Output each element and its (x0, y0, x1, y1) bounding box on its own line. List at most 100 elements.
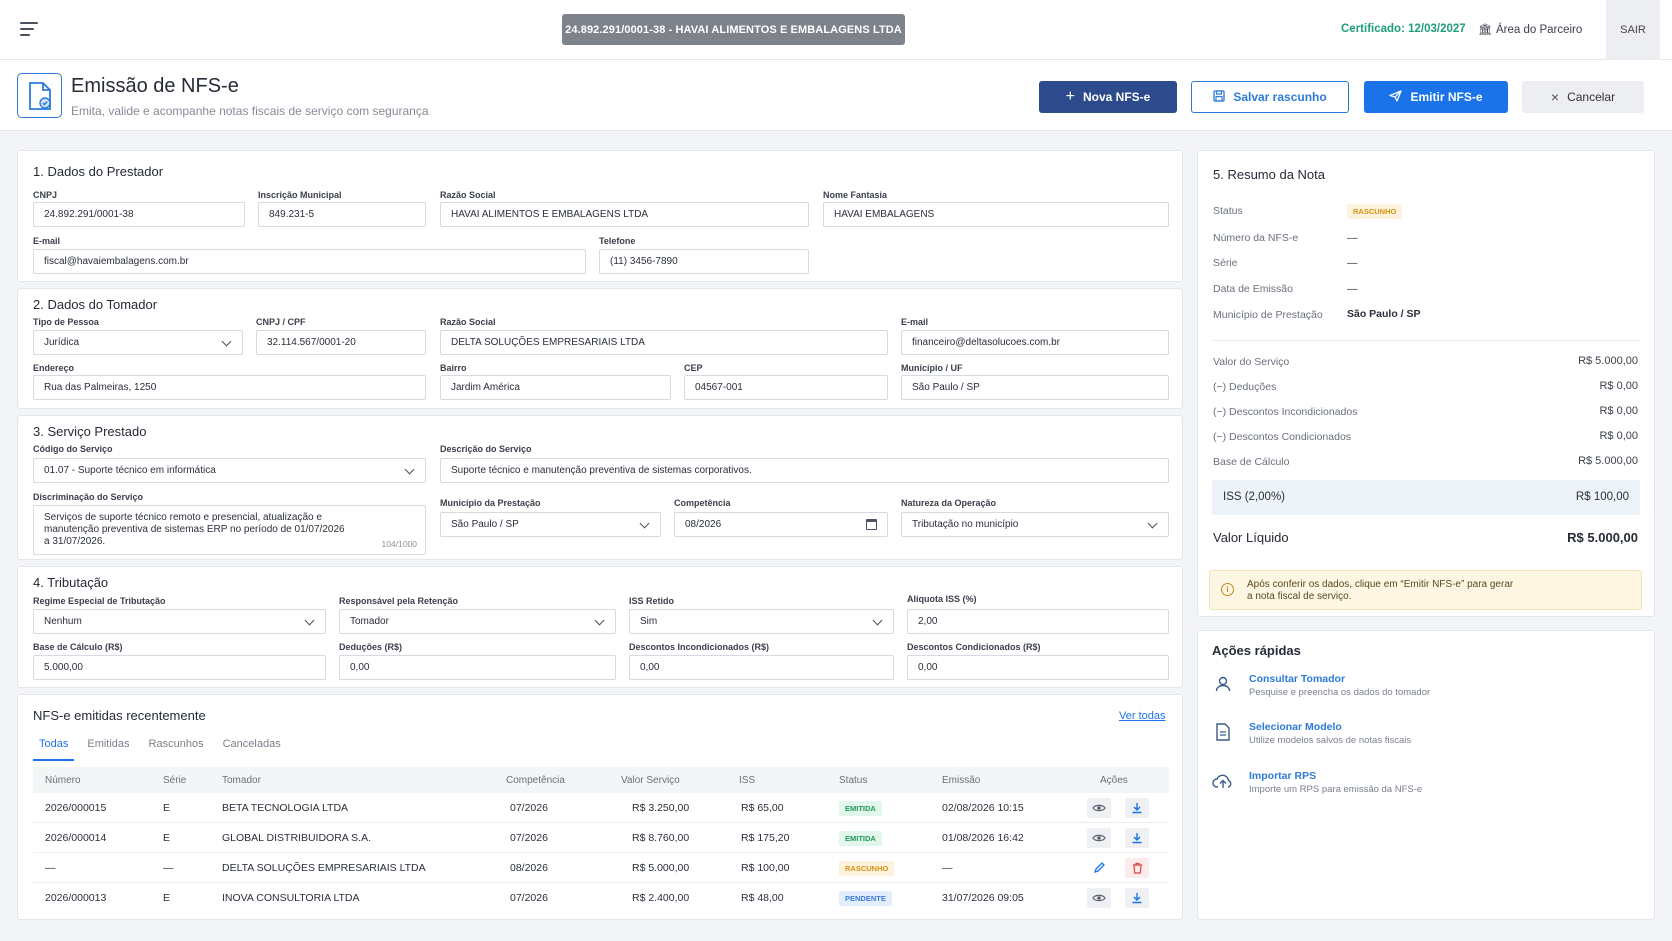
view-icon[interactable] (1087, 888, 1111, 908)
col-competence: Competência (506, 775, 565, 786)
person-type-select[interactable]: Jurídica (33, 330, 243, 355)
view-icon[interactable] (1087, 828, 1111, 848)
municipal-registration-field[interactable]: 849.231-5 (258, 202, 426, 227)
cancel-button[interactable]: × Cancelar (1522, 81, 1644, 113)
row-iss: R$ 65,00 (741, 802, 784, 814)
deductions-sum-value: R$ 0,00 (1599, 380, 1638, 392)
conditional-discounts-field[interactable]: 0,00 (907, 655, 1169, 680)
operation-nature-select[interactable]: Tributação no município (901, 512, 1169, 537)
file-icon (1212, 721, 1234, 743)
district-field[interactable]: Jardim América (440, 375, 671, 400)
provider-cnpj-field[interactable]: 24.892.291/0001-38 (33, 202, 245, 227)
cond-discount-sum-value: R$ 0,00 (1599, 430, 1638, 442)
tab-all[interactable]: Todas (33, 737, 75, 761)
import-rps-link[interactable]: Importar RPS (1249, 770, 1317, 782)
trash-icon[interactable] (1125, 858, 1149, 878)
col-customer: Tomador (222, 775, 261, 786)
person-type-label: Tipo de Pessoa (33, 317, 99, 327)
customer-company-field[interactable]: DELTA SOLUÇÕES EMPRESARIAIS LTDA (440, 330, 888, 355)
plus-icon: + (1065, 88, 1075, 105)
tab-issued[interactable]: Emitidas (87, 738, 130, 750)
col-number: Número (45, 775, 81, 786)
service-city-select[interactable]: São Paulo / SP (440, 512, 661, 537)
deductions-sum-label: (−) Deduções (1213, 381, 1277, 393)
iss-rate-field[interactable]: 2,00 (907, 609, 1169, 634)
tab-drafts[interactable]: Rascunhos (148, 738, 204, 750)
row-series: E (163, 832, 171, 844)
service-detail-textarea[interactable]: Serviços de suporte técnico remoto e pre… (33, 505, 426, 555)
row-series: — (163, 862, 174, 874)
provider-company-field[interactable]: HAVAI ALIMENTOS E EMBALAGENS LTDA (440, 202, 809, 227)
chevron-down-icon (1147, 518, 1158, 529)
divider (1213, 340, 1639, 341)
tax-regime-select[interactable]: Nenhum (33, 609, 326, 634)
close-icon: × (1550, 89, 1560, 105)
edit-icon[interactable] (1087, 858, 1111, 878)
select-template-link[interactable]: Selecionar Modelo (1249, 721, 1342, 733)
row-series: E (163, 802, 171, 814)
row-value: R$ 5.000,00 (632, 862, 690, 874)
cep-field[interactable]: 04567-001 (684, 375, 888, 400)
emit-nfse-button[interactable]: Emitir NFS-e (1364, 81, 1508, 113)
see-all-link[interactable]: Ver todas (1119, 710, 1166, 722)
service-code-label: Código do Serviço (33, 444, 113, 454)
chevron-down-icon (639, 518, 650, 529)
view-icon[interactable] (1087, 798, 1111, 818)
provider-email-field[interactable]: fiscal@havaiembalagens.com.br (33, 249, 586, 274)
status-tabs: Todas Emitidas Rascunhos Canceladas (33, 737, 294, 761)
uncond-discount-sum-label: (−) Descontos Incondicionados (1213, 406, 1358, 418)
chevron-down-icon (221, 336, 232, 347)
calendar-icon[interactable] (866, 519, 877, 530)
summary-series-label: Série (1213, 257, 1238, 269)
customer-city-field[interactable]: São Paulo / SP (901, 375, 1169, 400)
calc-base-field[interactable]: 5.000,00 (33, 655, 326, 680)
partner-area-link[interactable]: 🏛 Área do Parceiro (1478, 23, 1582, 37)
table-row[interactable]: 2026/000015 E BETA TECNOLOGIA LTDA 07/20… (33, 793, 1169, 823)
row-number: 2026/000014 (45, 832, 107, 844)
summary-panel (1197, 150, 1655, 617)
user-icon (1212, 673, 1234, 695)
new-nfse-button[interactable]: + Nova NFS-e (1039, 81, 1177, 113)
customer-email-label: E-mail (901, 317, 929, 327)
tab-cancelled[interactable]: Canceladas (222, 738, 281, 750)
net-value-label: Valor Líquido (1213, 530, 1289, 545)
conditional-discounts-label: Descontos Condicionados (R$) (907, 642, 1041, 652)
status-badge: RASCUNHO (839, 861, 895, 876)
building-icon: 🏛 (1478, 24, 1492, 36)
customer-doc-field[interactable]: 32.114.567/0001-20 (256, 330, 426, 355)
download-icon[interactable] (1125, 798, 1149, 818)
withholding-responsible-select[interactable]: Tomador (339, 609, 616, 634)
tax-regime-value: Nenhum (44, 616, 82, 627)
uncond-discount-sum-value: R$ 0,00 (1599, 405, 1638, 417)
competence-field[interactable]: 08/2026 (674, 512, 888, 537)
table-row[interactable]: — — DELTA SOLUÇÕES EMPRESARIAIS LTDA 08/… (33, 853, 1169, 883)
deductions-field[interactable]: 0,00 (339, 655, 616, 680)
unconditional-discounts-field[interactable]: 0,00 (629, 655, 894, 680)
customer-email-field[interactable]: financeiro@deltasolucoes.com.br (901, 330, 1169, 355)
service-city-value: São Paulo / SP (451, 519, 519, 530)
recent-title: NFS-e emitidas recentemente (33, 708, 206, 723)
withholding-responsible-label: Responsável pela Retenção (339, 596, 459, 606)
unconditional-discounts-label: Descontos Incondicionados (R$) (629, 642, 770, 652)
lookup-customer-link[interactable]: Consultar Tomador (1249, 673, 1346, 685)
phone-field[interactable]: (11) 3456-7890 (599, 249, 809, 274)
download-icon[interactable] (1125, 828, 1149, 848)
trade-name-label: Nome Fantasia (823, 190, 888, 200)
import-rps-desc: Importe um RPS para emissão da NFS-e (1249, 784, 1423, 795)
col-iss: ISS (739, 775, 756, 786)
download-icon[interactable] (1125, 888, 1149, 908)
table-row[interactable]: 2026/000014 E GLOBAL DISTRIBUIDORA S.A. … (33, 823, 1169, 853)
company-selector[interactable]: 24.892.291/0001-38 - HAVAI ALIMENTOS E E… (562, 14, 905, 45)
iss-withheld-select[interactable]: Sim (629, 609, 894, 634)
service-description-label: Descrição do Serviço (440, 444, 532, 454)
menu-icon[interactable] (20, 22, 38, 36)
logout-button[interactable]: SAIR (1606, 0, 1660, 60)
service-description-field[interactable]: Suporte técnico e manutenção preventiva … (440, 458, 1169, 483)
trade-name-field[interactable]: HAVAI EMBALAGENS (823, 202, 1169, 227)
table-row[interactable]: 2026/000013 E INOVA CONSULTORIA LTDA 07/… (33, 883, 1169, 913)
notice-box: i Após conferir os dados, clique em “Emi… (1209, 570, 1642, 610)
address-field[interactable]: Rua das Palmeiras, 1250 (33, 375, 426, 400)
save-draft-button[interactable]: Salvar rascunho (1191, 81, 1349, 113)
service-code-select[interactable]: 01.07 - Suporte técnico em informática (33, 458, 426, 483)
cloud-upload-icon (1212, 770, 1234, 792)
